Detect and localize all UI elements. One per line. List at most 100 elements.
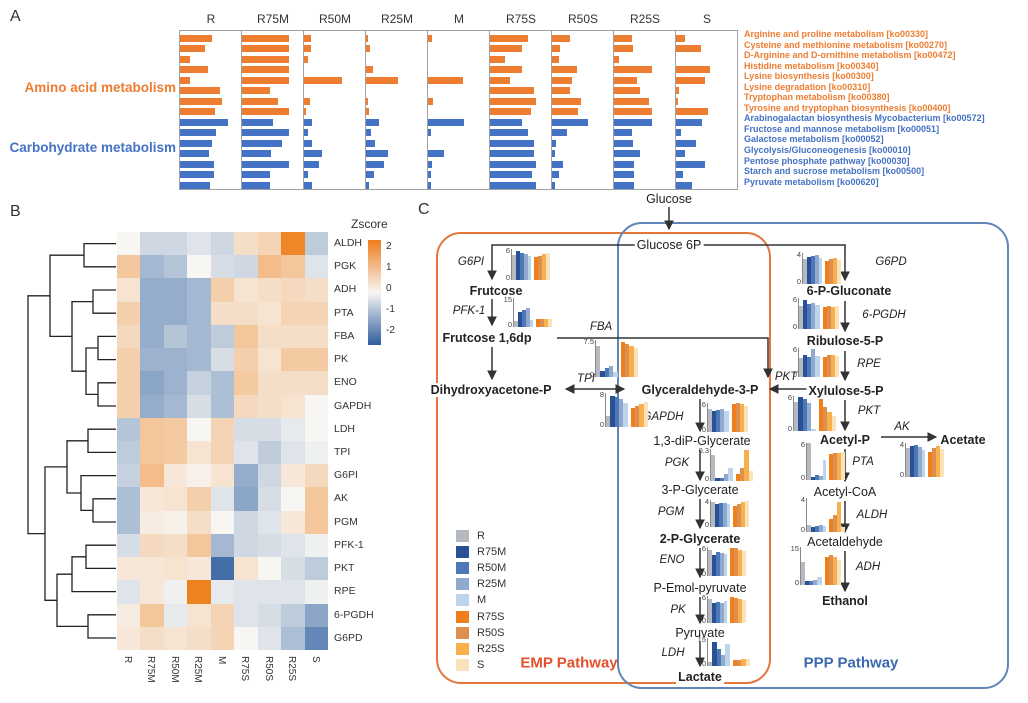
mini-bar-R50S xyxy=(538,255,543,280)
mini-bar-R25M xyxy=(811,348,816,377)
bar xyxy=(614,55,619,63)
axis-zero-label: 0 xyxy=(796,277,801,286)
legend-swatch-R50S xyxy=(456,626,469,639)
mini-bar-R25M xyxy=(618,398,624,427)
bar xyxy=(428,150,445,158)
bar xyxy=(180,171,214,179)
heatmap-cell-PK-S xyxy=(304,348,328,372)
axis-zero-label: 0 xyxy=(599,420,604,429)
enzyme-pfk1-label: PFK-1 xyxy=(451,305,487,317)
bar-row xyxy=(490,138,551,149)
mini-bar-M xyxy=(811,429,816,431)
heatmap-cell-PFK-1-R75M xyxy=(140,533,164,558)
zscore-colorbar xyxy=(368,240,381,345)
mini-bar-R50S xyxy=(736,660,742,666)
heatmap-cell-6-PGDH-R xyxy=(117,603,141,627)
heatmap-cell-PKT-R50S xyxy=(257,557,282,581)
heatmap-cell-ENO-R50S xyxy=(257,371,282,395)
legend-label-R75S: R75S xyxy=(477,610,505,623)
mini-bar-M xyxy=(623,403,628,427)
mini-chart-axis: 15 0 xyxy=(502,295,513,329)
mini-bar-S xyxy=(548,318,553,327)
heatmap-cell-G6PI-R75M xyxy=(140,464,164,488)
mini-chart-bars xyxy=(710,449,753,481)
heatmap-cell-LDH-R50M xyxy=(163,417,188,441)
heatmap-cell-FBA-R25M xyxy=(187,324,211,349)
heatmap-cell-G6PD-R25S xyxy=(281,626,305,650)
heatmap-cell-FBA-R50M xyxy=(163,324,188,349)
heatmap-cell-ALDH-R75S xyxy=(234,232,258,256)
heatmap-cell-PGK-R75S xyxy=(234,255,258,279)
axis-zero-label: 0 xyxy=(704,520,709,529)
bar-row xyxy=(490,86,551,97)
bar xyxy=(428,181,431,189)
bar-row xyxy=(366,128,427,139)
heatmap-cell-PGK-R50M xyxy=(163,255,188,279)
heatmap-cell-ENO-R75M xyxy=(140,371,164,395)
bar-row xyxy=(366,138,427,149)
heatmap-cell-PK-R25M xyxy=(187,348,211,372)
bar xyxy=(242,66,289,74)
legend-label-S: S xyxy=(477,658,485,671)
bar-row xyxy=(490,33,551,44)
axis-max-label: 6 xyxy=(505,246,510,255)
axis-max-label: 4 xyxy=(704,497,709,506)
heatmap-cell-TPI-S xyxy=(304,440,328,465)
heatmap-row-label-PK: PK xyxy=(334,353,349,366)
mini-chart-axis: 15 0 xyxy=(696,635,707,668)
heatmap-cell-PKT-S xyxy=(304,557,328,581)
mini-bar-M xyxy=(815,356,820,377)
bar-row xyxy=(676,65,737,76)
heatmap-cell-PKT-R25S xyxy=(281,557,305,581)
bar-row xyxy=(180,33,241,44)
enzyme-gapdh-label: GAPDH xyxy=(641,411,685,423)
bar-row xyxy=(428,75,489,86)
bar-row xyxy=(552,149,613,160)
heatmap-row-label-TPI: TPI xyxy=(334,445,351,458)
bar xyxy=(304,171,308,179)
panel-a-column-R75S xyxy=(489,30,552,190)
colorbar-tick--1: -1 xyxy=(386,304,395,315)
mini-bar-R50S xyxy=(734,548,739,576)
mini-bar-R xyxy=(906,448,910,477)
heatmap-cell-PGK-R25M xyxy=(187,255,211,279)
heatmap-cell-RPE-R25S xyxy=(281,580,305,604)
mini-bar-R25M xyxy=(719,553,724,576)
mini-bar-S xyxy=(831,416,836,431)
heatmap-cell-ALDH-R75M xyxy=(140,232,164,256)
bar-row xyxy=(552,54,613,65)
bar-row xyxy=(614,149,675,160)
axis-zero-label: 0 xyxy=(792,322,797,331)
bar xyxy=(366,150,388,158)
bar-row xyxy=(366,65,427,76)
mini-bar-R25S xyxy=(542,254,547,280)
bar-row xyxy=(242,128,303,139)
heatmap-cell-PGM-R50M xyxy=(163,510,188,534)
heatmap-cell-FBA-R75M xyxy=(140,324,164,349)
heatmap-cell-ADH-R50S xyxy=(257,278,282,302)
bar xyxy=(490,76,511,84)
bar-row xyxy=(490,170,551,181)
pathway-label: Cysteine and methionine metabolism [ko00… xyxy=(744,39,948,50)
mini-bar-R75M xyxy=(803,300,808,329)
bar-row xyxy=(614,75,675,86)
bar xyxy=(676,34,685,42)
bar-row xyxy=(614,138,675,149)
legend-label-R25S: R25S xyxy=(477,642,505,655)
bar-row xyxy=(676,33,737,44)
bar xyxy=(242,97,279,105)
bar-row xyxy=(552,128,613,139)
heatmap-cell-PFK-1-R50M xyxy=(163,533,188,558)
enzyme-fba-label: FBA xyxy=(588,321,614,333)
heatmap-cell-ADH-R50M xyxy=(163,278,188,302)
bar-row xyxy=(676,117,737,128)
bar xyxy=(676,45,701,53)
enzyme-rpe-label: RPE xyxy=(856,358,882,370)
axis-zero-label: 0 xyxy=(794,578,799,587)
bar-row xyxy=(304,54,365,65)
axis-max-label: 6 xyxy=(792,295,797,304)
heatmap-row-labels: ALDH PGK ADH PTA FBA PK ENO GAPDH LDH TPI G6PI AK PG… xyxy=(334,232,394,650)
